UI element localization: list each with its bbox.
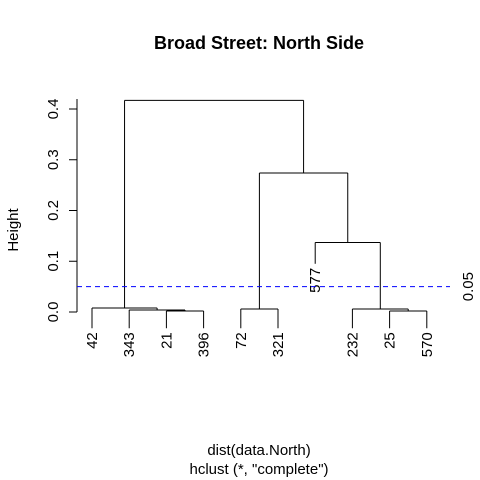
leaf-label: 232 [344,332,361,357]
method-subtitle: hclust (*, "complete") [189,461,328,478]
y-tick-label: 0.2 [45,200,62,221]
leaf-label: 396 [196,332,213,357]
y-tick-label: 0.4 [45,99,62,120]
y-tick-label: 0.0 [45,302,62,323]
leaf-label: 42 [84,332,101,349]
chart-title: Broad Street: North Side [154,33,364,53]
cutoff-label: 0.05 [460,272,477,301]
leaf-label: 25 [382,332,399,349]
leaf-label: 343 [121,332,138,357]
y-axis-ticks: 0.0 0.1 0.2 0.3 0.4 [45,99,77,323]
y-tick-label: 0.1 [45,251,62,272]
leaf-labels: 42 343 21 396 72 321 577 232 25 570 [84,268,436,357]
leaf-label: 321 [270,332,287,357]
leaf-label: 21 [158,332,175,349]
y-axis-label: Height [5,207,22,251]
leaf-label: 72 [233,332,250,349]
dendrogram-branches [91,99,428,329]
x-axis-label: dist(data.North) [207,442,310,459]
leaf-label: 570 [419,332,436,357]
y-tick-label: 0.3 [45,149,62,170]
leaf-label: 577 [307,268,324,293]
